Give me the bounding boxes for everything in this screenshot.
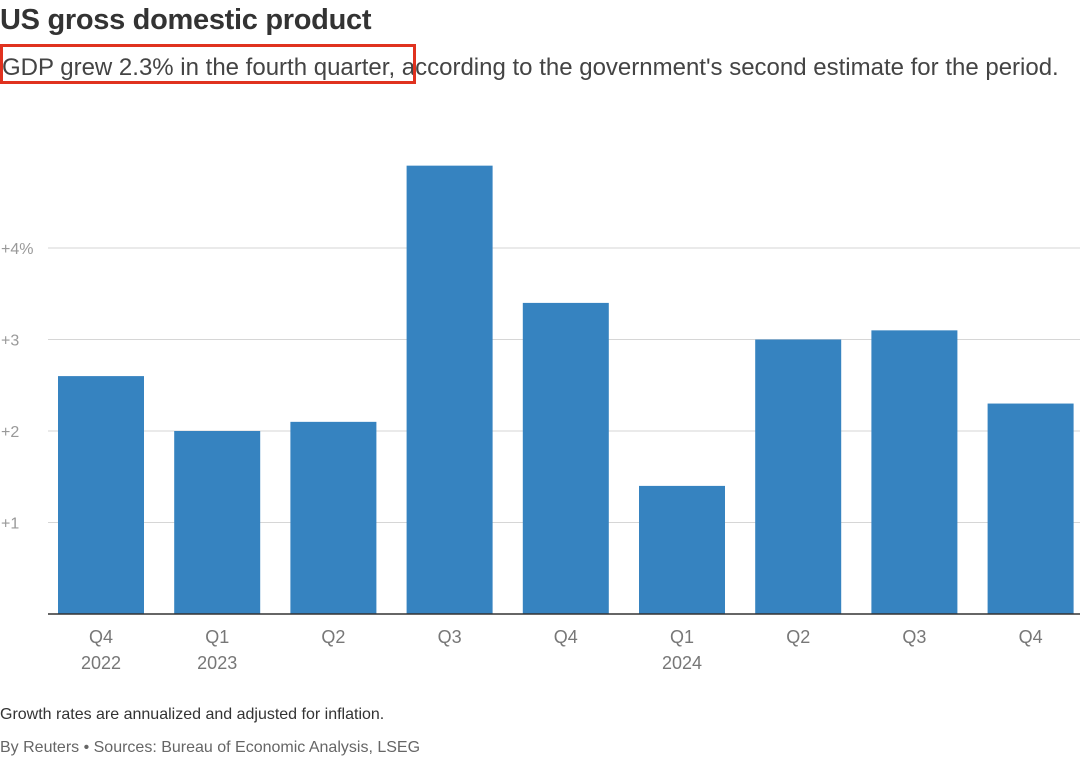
y-tick-label: +1 — [1, 516, 19, 533]
bar-chart: +1 +2 +3 +4% Q4 2022 Q1 2023 Q2 Q3 Q4 Q1 2024 Q2 Q3 Q4 — [1, 165, 1080, 673]
x-tick-label: Q4 — [89, 627, 113, 647]
bar — [755, 339, 842, 614]
source-line: By Reuters • Sources: Bureau of Economic… — [0, 739, 421, 756]
x-tick-year: 2022 — [81, 653, 121, 673]
chart-title: US gross domestic product — [0, 4, 372, 36]
bar — [406, 165, 493, 614]
y-tick-label: +2 — [1, 424, 19, 441]
x-tick-label: Q1 — [205, 627, 229, 647]
x-tick-label: Q2 — [321, 627, 345, 647]
x-tick-label: Q4 — [554, 627, 578, 647]
x-tick-year: 2024 — [662, 653, 702, 673]
chart-subtitle: GDP grew 2.3% in the fourth quarter, acc… — [2, 54, 1059, 81]
y-tick-label: +4% — [1, 241, 33, 258]
footnote: Growth rates are annualized and adjusted… — [0, 706, 385, 723]
bar — [871, 330, 958, 614]
bar — [639, 485, 725, 614]
x-tick-label: Q3 — [902, 627, 926, 647]
x-tick-label: Q2 — [786, 627, 810, 647]
x-tick-label: Q1 — [670, 627, 694, 647]
y-tick-label: +3 — [1, 333, 19, 350]
highlight-box — [0, 44, 416, 84]
bar — [58, 376, 144, 614]
x-tick-year: 2023 — [197, 653, 237, 673]
x-tick-label: Q3 — [438, 627, 462, 647]
bar — [987, 403, 1074, 614]
bar — [290, 421, 377, 614]
x-tick-label: Q4 — [1019, 627, 1043, 647]
bar — [522, 302, 609, 614]
bar — [174, 431, 261, 614]
